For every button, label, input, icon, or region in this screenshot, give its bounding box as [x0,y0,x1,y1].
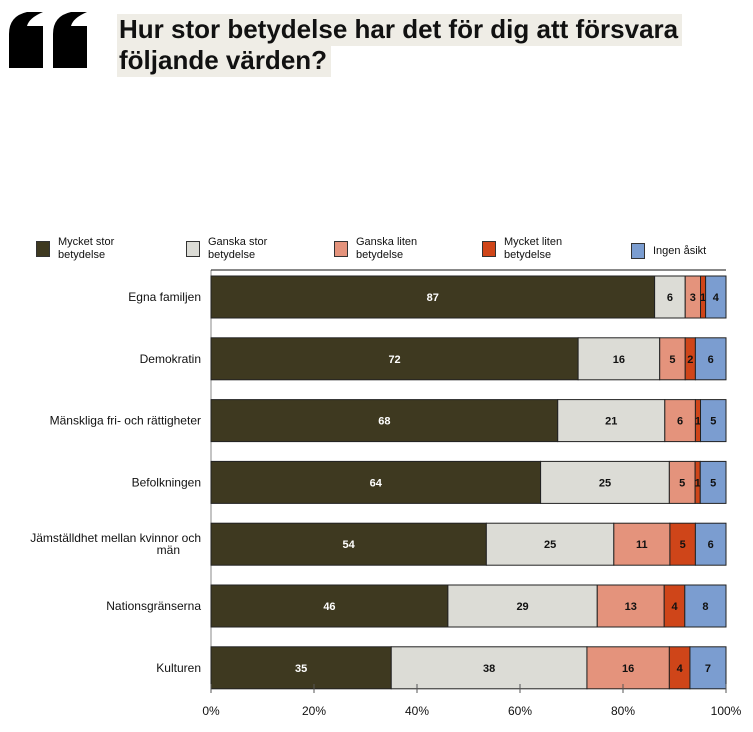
legend-label: Mycket stor betydelse [58,236,115,261]
data-label: 16 [613,354,625,366]
bar-segment [669,522,696,566]
bar-segment [699,460,727,504]
data-label: 72 [388,354,400,366]
bar-segment [210,337,579,381]
data-label: 4 [713,292,720,304]
legend-item: Ingen åsikt [631,243,733,259]
data-label: 2 [687,354,693,366]
bar-segment [654,275,686,319]
category-label: Befolkningen [132,475,201,489]
bar-segment [684,584,727,628]
legend-label: Ingen åsikt [653,244,707,257]
bar-segment [577,337,661,381]
legend-item: Mycket liten betydelse [482,236,584,262]
x-tick-label: 0% [202,704,220,718]
x-tick-label: 20% [302,704,326,718]
category-label: Egna familjen [128,290,201,304]
data-label: 87 [427,292,439,304]
data-label: 38 [483,663,495,675]
legend-swatch [631,243,645,259]
bar-segment [586,646,670,690]
legend-label: Mycket liten betydelse [504,236,563,261]
data-label: 5 [669,354,675,366]
data-label: 25 [544,539,556,551]
data-label: 35 [295,663,307,675]
data-label: 4 [671,601,678,613]
data-label: 6 [677,416,683,428]
category-label: Jämställdhet mellan kvinnor och män [30,531,201,557]
data-label: 5 [679,477,685,489]
data-label: 5 [680,539,686,551]
title-line-2: följande värden? [117,45,332,77]
category-label: Demokratin [140,352,201,366]
bar-segment [659,337,686,381]
data-label: 3 [690,292,696,304]
data-label: 29 [516,601,528,613]
data-label: 46 [323,601,335,613]
legend-item: Mycket stor betydelse [36,236,138,262]
data-label: 68 [378,416,390,428]
data-label: 8 [702,601,708,613]
legend-swatch [36,241,50,257]
data-label: 1 [695,477,701,489]
legend-item: Ganska liten betydelse [334,236,436,262]
data-label: 6 [667,292,673,304]
category-label: Nationsgränserna [106,599,201,613]
data-label: 54 [343,539,356,551]
legend-item: Ganska stor betydelse [186,236,288,262]
legend-label: Ganska stor betydelse [208,236,268,261]
data-label: 4 [677,663,684,675]
bar-segment [210,399,559,443]
bar-segment [210,275,656,319]
legend-swatch [334,241,348,257]
chart-legend: Mycket stor betydelse Ganska stor betydels… [0,236,753,266]
legend-swatch [186,241,200,257]
bar-segment [447,584,598,628]
legend-swatch [482,241,496,257]
data-label: 5 [710,416,716,428]
bar-segment [210,646,392,690]
bar-segment [705,275,727,319]
data-label: 21 [605,416,617,428]
bar-segment [596,584,665,628]
bar-segment [210,522,487,566]
bar-segment [694,522,727,566]
page-title: Hur stor betydelse har det för dig att f… [117,14,683,77]
title-line-1: Hur stor betydelse har det för dig att f… [117,14,683,46]
data-label: 6 [708,354,714,366]
category-label: Kulturen [156,661,201,675]
bar-segment [557,399,666,443]
bar-segment [390,646,588,690]
data-label: 16 [622,663,634,675]
x-tick-label: 100% [711,704,742,718]
data-label: 64 [370,477,383,489]
bar-segment [210,460,542,504]
bar-segment [700,399,727,443]
data-label: 1 [700,292,706,304]
left-double-quote-icon [9,12,89,68]
data-label: 5 [710,477,716,489]
x-tick-label: 40% [405,704,429,718]
bar-segment [485,522,615,566]
bar-segment [210,584,449,628]
bar-segment [694,337,727,381]
data-label: 7 [705,663,711,675]
data-label: 1 [695,416,701,428]
data-label: 11 [636,539,648,551]
x-tick-label: 60% [508,704,532,718]
data-label: 25 [599,477,611,489]
bar-segment [668,460,696,504]
x-tick-label: 80% [611,704,635,718]
data-label: 6 [708,539,714,551]
bar-segment [689,646,727,690]
legend-label: Ganska liten betydelse [356,236,418,261]
bar-segment [540,460,670,504]
data-label: 13 [625,601,637,613]
bar-segment [664,399,696,443]
category-label: Mänskliga fri- och rättigheter [50,414,201,428]
